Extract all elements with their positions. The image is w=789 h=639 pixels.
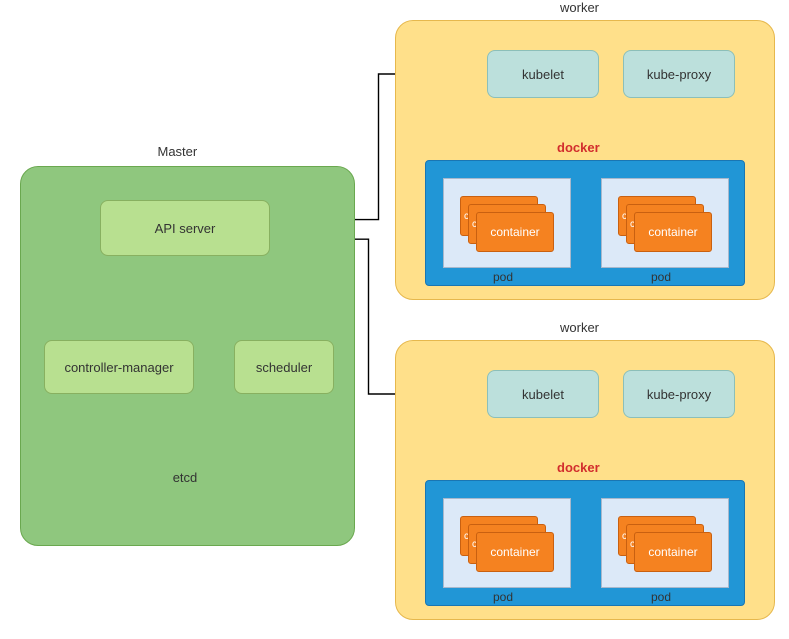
kubelet-node: kubelet [487,370,599,418]
container-node: container [634,532,712,572]
pod-label: pod [651,590,671,604]
container-node: container [476,212,554,252]
kube-proxy-node: kube-proxy [623,370,735,418]
kube-proxy-node: kube-proxy [623,50,735,98]
etcd-node: etcd [145,470,225,485]
kubelet-node: kubelet [487,50,599,98]
pod-label: pod [651,270,671,284]
container-node: container [634,212,712,252]
docker-label: docker [557,460,600,475]
master-title: Master [158,144,198,159]
api-server-node: API server [100,200,270,256]
docker-label: docker [557,140,600,155]
worker-title: worker [560,320,599,335]
pod-label: pod [493,270,513,284]
scheduler-node: scheduler [234,340,334,394]
container-node: container [476,532,554,572]
pod-label: pod [493,590,513,604]
controller-manager-node: controller-manager [44,340,194,394]
worker-title: worker [560,0,599,15]
